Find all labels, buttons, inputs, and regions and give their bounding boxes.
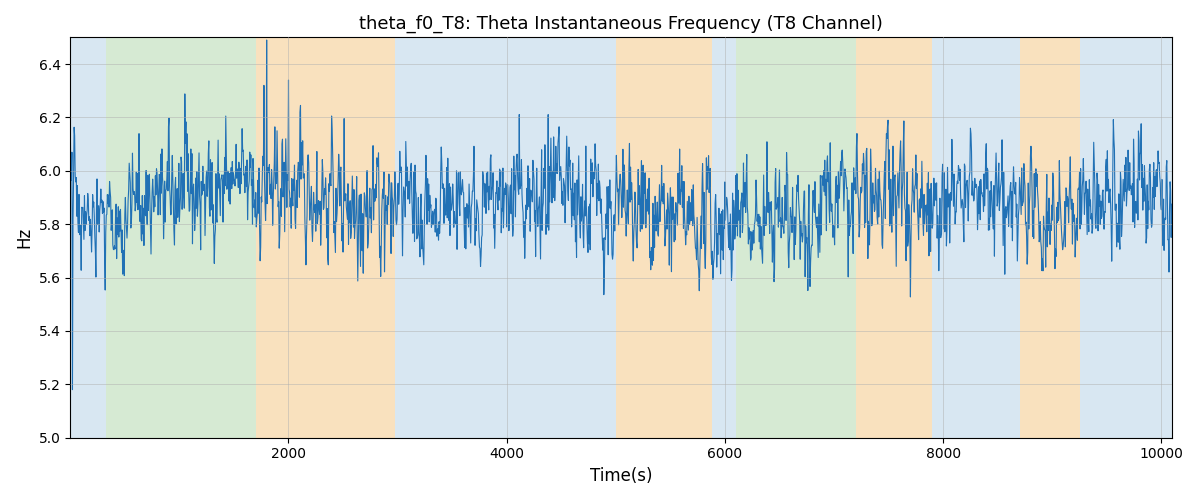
Y-axis label: Hz: Hz xyxy=(16,227,34,248)
Bar xyxy=(1020,38,1080,438)
Bar xyxy=(736,38,856,438)
X-axis label: Time(s): Time(s) xyxy=(590,467,653,485)
Bar xyxy=(712,38,736,438)
Bar xyxy=(396,38,506,438)
Bar xyxy=(932,38,1020,438)
Bar xyxy=(540,38,616,438)
Bar xyxy=(71,38,107,438)
Title: theta_f0_T8: Theta Instantaneous Frequency (T8 Channel): theta_f0_T8: Theta Instantaneous Frequen… xyxy=(359,15,883,34)
Bar xyxy=(1080,38,1172,438)
Bar xyxy=(107,38,256,438)
Bar xyxy=(506,38,540,438)
Bar xyxy=(616,38,712,438)
Bar xyxy=(256,38,396,438)
Bar xyxy=(856,38,932,438)
